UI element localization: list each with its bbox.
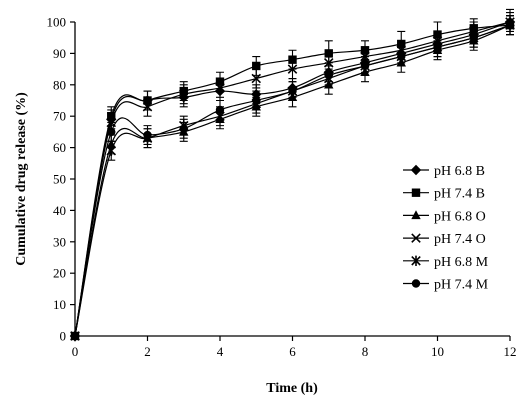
- data-point-circle: [397, 52, 406, 61]
- data-point-circle: [469, 33, 478, 42]
- data-point-x: [215, 83, 225, 93]
- legend-item: pH 7.4 O: [403, 232, 486, 247]
- data-point-circle: [288, 86, 297, 96]
- x-tick-label: 8: [362, 344, 369, 359]
- data-point-circle: [505, 20, 515, 30]
- legend-item: pH 7.4 B: [403, 187, 485, 202]
- data-point-x: [287, 64, 298, 74]
- y-tick-label: 10: [53, 297, 66, 312]
- series-line: [74, 21, 511, 337]
- data-point-circle: [215, 105, 225, 115]
- x-tick-label: 6: [289, 344, 296, 359]
- legend-label: pH 7.4 O: [434, 232, 486, 247]
- y-tick-label: 70: [53, 109, 66, 124]
- data-point-circle: [143, 130, 152, 140]
- data-point-circle: [433, 42, 442, 52]
- x-tick-label: 4: [217, 344, 224, 359]
- data-point-square: [411, 188, 421, 197]
- legend-item: pH 6.8 B: [403, 164, 485, 179]
- y-axis-title: Cumulative drug release (%): [14, 92, 29, 266]
- legend-item: pH 6.8 M: [403, 255, 489, 270]
- y-tick-label: 90: [53, 46, 66, 61]
- legend-label: pH 6.8 M: [434, 255, 489, 270]
- data-point-diamond: [410, 164, 422, 176]
- data-point-circle: [324, 71, 333, 80]
- y-tick-label: 20: [53, 266, 66, 281]
- x-tick-label: 12: [504, 344, 517, 359]
- data-point-circle: [360, 61, 370, 71]
- data-point-circle: [252, 96, 261, 105]
- y-tick-label: 100: [47, 15, 67, 30]
- legend-label: pH 6.8 O: [434, 209, 486, 224]
- data-point-x: [178, 89, 189, 99]
- x-tick-label: 10: [431, 344, 444, 359]
- y-tick-label: 60: [53, 140, 66, 155]
- legend-item: pH 7.4 M: [403, 278, 489, 293]
- y-tick-label: 80: [53, 77, 66, 92]
- legend: pH 6.8 B pH 7.4 B pH 6.8 O pH 7.4 O pH 6.8 M…: [403, 164, 489, 293]
- y-tick-label: 0: [60, 329, 67, 344]
- data-point-circle: [107, 127, 116, 137]
- legend-item: pH 6.8 O: [403, 209, 486, 224]
- data-point-x: [251, 73, 262, 84]
- y-tick-label: 30: [53, 234, 66, 249]
- data-point-x: [411, 233, 421, 243]
- data-point-star: [106, 145, 117, 156]
- data-point-triangle: [411, 210, 421, 220]
- legend-label: pH 7.4 B: [434, 187, 485, 202]
- data-point-star: [411, 255, 421, 266]
- y-axis-ticks: 0 10 20 30 40 50 60 70 80 90 100: [47, 15, 75, 344]
- data-point-x: [142, 102, 153, 112]
- x-axis-ticks: 0 2 4 6 8 10 12: [72, 336, 517, 359]
- plot-marks: [69, 8, 516, 342]
- y-tick-label: 50: [53, 172, 66, 187]
- x-tick-label: 2: [144, 344, 151, 359]
- x-tick-label: 0: [72, 344, 79, 359]
- x-axis-title: Time (h): [266, 381, 318, 396]
- legend-label: pH 7.4 M: [434, 278, 489, 293]
- data-point-circle: [411, 279, 421, 288]
- legend-label: pH 6.8 B: [434, 164, 485, 179]
- data-point-square: [252, 61, 261, 71]
- y-tick-label: 40: [53, 203, 66, 218]
- series-6: [70, 15, 515, 341]
- data-point-circle: [179, 124, 188, 133]
